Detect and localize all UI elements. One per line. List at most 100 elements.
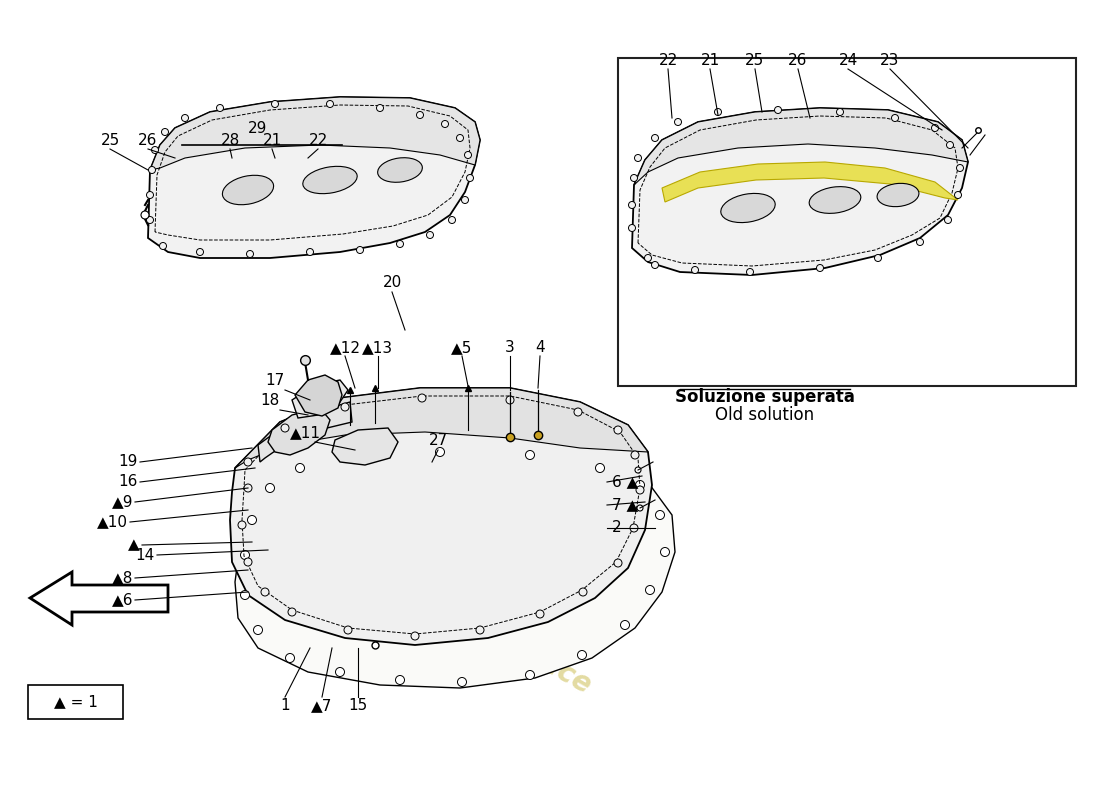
Text: 4: 4 xyxy=(536,340,544,355)
Text: ▲7: ▲7 xyxy=(311,698,332,713)
Circle shape xyxy=(148,166,155,174)
Text: 22: 22 xyxy=(659,53,678,68)
Text: 21: 21 xyxy=(701,53,719,68)
Ellipse shape xyxy=(877,183,918,206)
Circle shape xyxy=(456,134,463,142)
Text: 20: 20 xyxy=(383,275,402,290)
Circle shape xyxy=(244,458,252,466)
Circle shape xyxy=(836,109,844,115)
Circle shape xyxy=(336,667,344,677)
Polygon shape xyxy=(662,162,958,202)
Ellipse shape xyxy=(810,186,861,214)
Circle shape xyxy=(248,515,256,525)
Text: 1: 1 xyxy=(280,698,289,713)
Text: ▲ = 1: ▲ = 1 xyxy=(54,694,98,710)
Text: 26: 26 xyxy=(139,133,157,148)
Text: 3: 3 xyxy=(505,340,515,355)
Text: ▲12: ▲12 xyxy=(330,340,361,355)
Circle shape xyxy=(462,197,469,203)
Circle shape xyxy=(476,626,484,634)
Text: 26: 26 xyxy=(789,53,807,68)
Polygon shape xyxy=(148,97,480,258)
Circle shape xyxy=(646,586,654,594)
Circle shape xyxy=(630,524,638,532)
Circle shape xyxy=(244,484,252,492)
Text: 29: 29 xyxy=(249,121,267,136)
Circle shape xyxy=(945,217,952,223)
Circle shape xyxy=(197,249,204,255)
Circle shape xyxy=(774,106,781,114)
Circle shape xyxy=(288,608,296,616)
Text: ▲6: ▲6 xyxy=(111,593,133,607)
Circle shape xyxy=(636,481,645,490)
Text: 24: 24 xyxy=(838,53,858,68)
Text: 6 ▲: 6 ▲ xyxy=(612,474,638,490)
Circle shape xyxy=(637,505,644,511)
Circle shape xyxy=(631,451,639,459)
Circle shape xyxy=(427,231,433,238)
Text: ▲11: ▲11 xyxy=(289,425,320,440)
Circle shape xyxy=(436,447,444,457)
Circle shape xyxy=(241,590,250,599)
Text: 2: 2 xyxy=(612,521,621,535)
Text: Soluzione superata: Soluzione superata xyxy=(675,388,855,406)
Circle shape xyxy=(579,588,587,596)
Circle shape xyxy=(932,125,938,131)
Circle shape xyxy=(536,610,544,618)
Polygon shape xyxy=(150,97,480,170)
Circle shape xyxy=(344,626,352,634)
Text: 22: 22 xyxy=(308,133,328,148)
Circle shape xyxy=(182,114,188,122)
Text: ▲5: ▲5 xyxy=(451,340,473,355)
Text: 27: 27 xyxy=(428,433,448,448)
Circle shape xyxy=(506,396,514,404)
Ellipse shape xyxy=(302,166,358,194)
Circle shape xyxy=(418,394,426,402)
Circle shape xyxy=(411,632,419,640)
Circle shape xyxy=(656,510,664,519)
Text: 18: 18 xyxy=(261,393,279,408)
Circle shape xyxy=(578,650,586,659)
Circle shape xyxy=(636,486,644,494)
Circle shape xyxy=(628,225,636,231)
Circle shape xyxy=(466,174,473,182)
Circle shape xyxy=(674,118,682,126)
Circle shape xyxy=(296,463,305,473)
Circle shape xyxy=(946,142,954,149)
Circle shape xyxy=(307,249,314,255)
Circle shape xyxy=(692,266,698,274)
Circle shape xyxy=(341,403,349,411)
Circle shape xyxy=(816,265,824,271)
Text: 21: 21 xyxy=(263,133,282,148)
Text: 16: 16 xyxy=(119,474,138,490)
Polygon shape xyxy=(235,388,648,468)
Circle shape xyxy=(635,154,641,162)
Circle shape xyxy=(458,678,466,686)
Circle shape xyxy=(327,101,333,107)
Circle shape xyxy=(574,408,582,416)
Text: 17: 17 xyxy=(265,373,285,388)
Bar xyxy=(28,685,123,719)
Polygon shape xyxy=(235,445,675,688)
Circle shape xyxy=(595,463,605,473)
Circle shape xyxy=(614,559,622,567)
Circle shape xyxy=(645,254,651,262)
Circle shape xyxy=(396,675,405,685)
Circle shape xyxy=(526,670,535,679)
Circle shape xyxy=(874,254,881,262)
Circle shape xyxy=(916,238,924,246)
Circle shape xyxy=(265,483,275,493)
Polygon shape xyxy=(230,388,652,645)
Polygon shape xyxy=(268,408,330,455)
Text: ▲13: ▲13 xyxy=(362,340,394,355)
Text: ▲10: ▲10 xyxy=(97,514,128,530)
Polygon shape xyxy=(332,428,398,465)
Circle shape xyxy=(356,246,363,254)
Text: Old solution: Old solution xyxy=(715,406,815,424)
Circle shape xyxy=(152,146,158,154)
Text: 25: 25 xyxy=(100,133,120,148)
Circle shape xyxy=(660,547,670,557)
Circle shape xyxy=(160,242,166,250)
Text: 23: 23 xyxy=(880,53,900,68)
Circle shape xyxy=(246,250,253,258)
